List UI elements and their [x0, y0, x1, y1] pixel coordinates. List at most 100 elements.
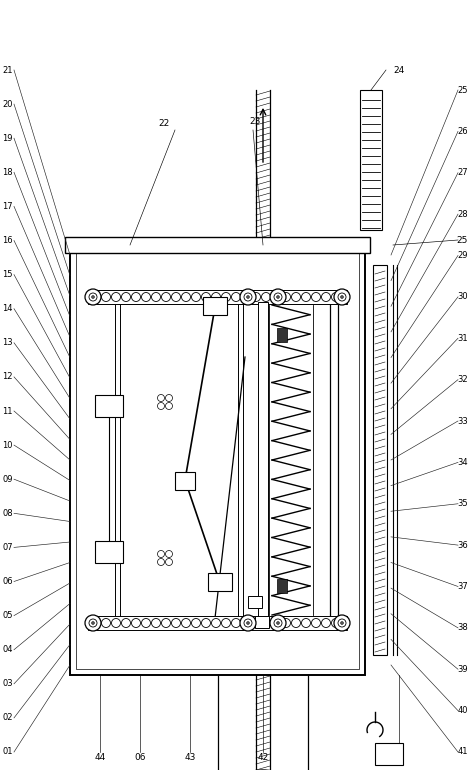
Circle shape — [141, 293, 150, 302]
Text: 44: 44 — [94, 754, 106, 762]
Circle shape — [241, 618, 250, 628]
Circle shape — [277, 621, 279, 624]
Circle shape — [221, 293, 230, 302]
Bar — [255, 616, 269, 628]
Circle shape — [270, 615, 286, 631]
Circle shape — [331, 293, 340, 302]
Bar — [175, 472, 195, 490]
Bar — [88, 290, 347, 304]
Circle shape — [221, 618, 230, 628]
Bar — [360, 90, 382, 230]
Text: 43: 43 — [184, 754, 196, 762]
Text: 02: 02 — [2, 713, 12, 722]
Text: 15: 15 — [2, 270, 12, 279]
Circle shape — [151, 618, 160, 628]
Text: 41: 41 — [393, 754, 405, 762]
Circle shape — [158, 403, 165, 410]
Text: 09: 09 — [2, 474, 12, 484]
Circle shape — [131, 293, 140, 302]
Circle shape — [111, 293, 120, 302]
Circle shape — [291, 293, 300, 302]
Circle shape — [166, 558, 172, 565]
Text: 04: 04 — [2, 645, 12, 654]
Text: 26: 26 — [457, 127, 468, 136]
Circle shape — [301, 293, 310, 302]
Circle shape — [251, 618, 260, 628]
Bar — [258, 302, 268, 618]
Text: 42: 42 — [258, 754, 268, 762]
Circle shape — [121, 618, 130, 628]
Circle shape — [85, 289, 101, 305]
Circle shape — [244, 293, 252, 301]
Bar — [208, 573, 232, 591]
Text: 36: 36 — [457, 541, 468, 550]
Text: 19: 19 — [2, 134, 12, 142]
Circle shape — [301, 618, 310, 628]
Text: 25: 25 — [456, 236, 468, 245]
Circle shape — [181, 618, 190, 628]
Circle shape — [111, 618, 120, 628]
Text: 22: 22 — [159, 119, 170, 128]
Circle shape — [166, 394, 172, 401]
Circle shape — [201, 293, 210, 302]
Circle shape — [281, 293, 290, 302]
Text: 24: 24 — [393, 65, 404, 75]
Circle shape — [89, 293, 97, 301]
Text: 18: 18 — [2, 168, 13, 177]
Bar — [375, 743, 403, 765]
Bar — [238, 292, 243, 628]
Circle shape — [247, 621, 249, 624]
Text: 20: 20 — [2, 99, 12, 109]
Circle shape — [161, 293, 170, 302]
Circle shape — [131, 618, 140, 628]
Text: 32: 32 — [457, 375, 468, 384]
Circle shape — [101, 293, 110, 302]
Circle shape — [211, 618, 220, 628]
Circle shape — [91, 618, 100, 628]
Bar — [248, 596, 262, 608]
Text: 34: 34 — [457, 458, 468, 467]
Bar — [373, 265, 387, 655]
Bar — [65, 237, 370, 253]
Text: 40: 40 — [457, 706, 468, 715]
Text: 03: 03 — [2, 679, 13, 688]
Circle shape — [158, 558, 165, 565]
Text: 28: 28 — [457, 209, 468, 219]
Circle shape — [247, 296, 249, 299]
Text: 10: 10 — [2, 440, 12, 450]
Circle shape — [291, 618, 300, 628]
Circle shape — [158, 551, 165, 557]
Circle shape — [201, 618, 210, 628]
Circle shape — [91, 293, 100, 302]
Text: 13: 13 — [2, 338, 13, 347]
Circle shape — [244, 619, 252, 627]
Circle shape — [274, 293, 282, 301]
Circle shape — [274, 619, 282, 627]
Text: 12: 12 — [2, 373, 12, 381]
Text: 29: 29 — [457, 251, 468, 260]
Text: 39: 39 — [457, 665, 468, 674]
Circle shape — [121, 293, 130, 302]
Circle shape — [101, 618, 110, 628]
Circle shape — [261, 293, 270, 302]
Circle shape — [231, 618, 240, 628]
Bar — [203, 297, 227, 315]
Circle shape — [85, 615, 101, 631]
Circle shape — [166, 403, 172, 410]
Text: 05: 05 — [2, 611, 12, 620]
Circle shape — [171, 293, 180, 302]
Circle shape — [334, 615, 350, 631]
Circle shape — [277, 296, 279, 299]
Text: 07: 07 — [2, 543, 13, 552]
Circle shape — [340, 296, 344, 299]
Bar — [277, 328, 287, 342]
Circle shape — [191, 293, 200, 302]
Bar — [95, 541, 123, 563]
Circle shape — [240, 615, 256, 631]
Circle shape — [231, 293, 240, 302]
Text: 25: 25 — [457, 85, 468, 95]
Circle shape — [261, 618, 270, 628]
Text: 23: 23 — [249, 116, 261, 126]
Bar — [76, 251, 359, 669]
Circle shape — [158, 394, 165, 401]
